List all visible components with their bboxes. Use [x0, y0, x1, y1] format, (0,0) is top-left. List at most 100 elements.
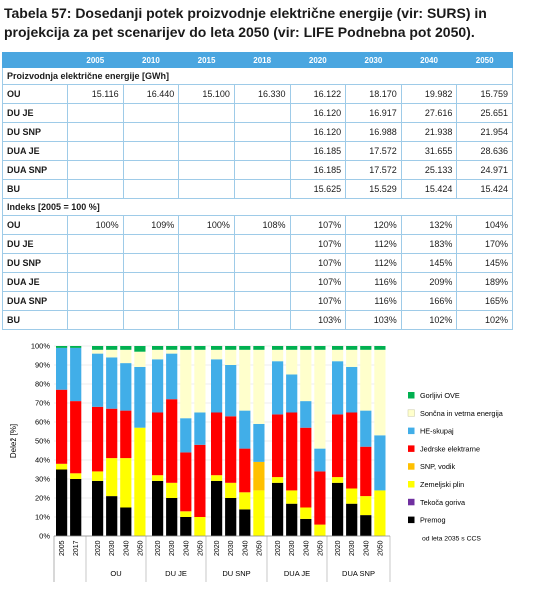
- legend-note: od leta 2035 s CCS: [422, 535, 481, 542]
- legend-swatch: [408, 498, 415, 506]
- legend-label: Tekoča goriva: [420, 498, 466, 507]
- table-cell: 112%: [345, 253, 402, 273]
- group-label: DUA JE: [284, 569, 310, 578]
- bar-segment: [194, 517, 206, 536]
- bar-segment: [314, 346, 326, 350]
- table-cell: [67, 310, 124, 330]
- bar-segment: [211, 349, 223, 360]
- bar-segment: [346, 488, 358, 504]
- bar-segment: [253, 346, 265, 350]
- legend-swatch: [408, 445, 415, 452]
- x-tick-label: 2020: [214, 540, 221, 556]
- bar-segment: [253, 423, 265, 462]
- bar-segment: [211, 346, 223, 350]
- table-cell: 183%: [400, 234, 458, 254]
- y-tick-label: 80%: [35, 380, 50, 389]
- x-tick-label: 2040: [303, 540, 310, 556]
- legend-swatch: [408, 481, 415, 488]
- bar-segment: [70, 473, 82, 479]
- table-cell: 15.424: [456, 179, 513, 199]
- table-cell: [67, 122, 124, 142]
- bar-segment: [211, 475, 223, 481]
- section-title: Proizvodnja električne energije [GWh]: [2, 67, 513, 85]
- row-label: DUA JE: [2, 141, 68, 161]
- table-cell: 15.625: [289, 179, 347, 199]
- bar-segment: [253, 461, 265, 491]
- group-label: OU: [110, 569, 121, 578]
- column-header: 2015: [178, 52, 235, 68]
- table-cell: 100%: [178, 215, 235, 235]
- bar-segment: [134, 366, 146, 428]
- bar-segment: [152, 412, 164, 476]
- table-cell: [122, 253, 180, 273]
- bar-segment: [92, 349, 104, 354]
- bar-segment: [92, 406, 104, 472]
- table-cell: 120%: [345, 215, 402, 235]
- table-cell: 17.572: [345, 160, 402, 180]
- bar-segment: [120, 349, 132, 364]
- column-header: 2030: [345, 52, 402, 68]
- bar-segment: [332, 482, 344, 536]
- table-cell: [122, 122, 180, 142]
- table-row: DU JE 107% 112% 183% 170%: [2, 234, 513, 254]
- bar-segment: [56, 346, 68, 348]
- bar-segment: [180, 346, 192, 350]
- bar-segment: [92, 471, 104, 481]
- bar-segment: [225, 346, 237, 350]
- bar-segment: [332, 361, 344, 415]
- table-cell: [178, 160, 235, 180]
- row-label: DUA JE: [2, 272, 68, 292]
- bar-segment: [225, 365, 237, 417]
- table-cell: 16.120: [289, 122, 347, 142]
- y-tick-label: 60%: [35, 418, 50, 427]
- row-label: BU: [2, 310, 68, 330]
- table-cell: [67, 291, 124, 311]
- table-cell: [178, 310, 235, 330]
- table-cell: [122, 141, 180, 161]
- bar-segment: [272, 414, 284, 478]
- x-tick-label: 2050: [317, 540, 324, 556]
- bar-segment: [134, 427, 146, 536]
- x-tick-label: 2050: [197, 540, 204, 556]
- bar-segment: [134, 351, 146, 367]
- table-cell: [122, 234, 180, 254]
- bar-segment: [166, 482, 178, 498]
- table-cell: [178, 234, 235, 254]
- group-label: DU JE: [165, 569, 187, 578]
- bar-segment: [332, 349, 344, 362]
- y-tick-label: 40%: [35, 456, 50, 465]
- table-cell: [233, 179, 291, 199]
- bar-segment: [92, 480, 104, 536]
- table-cell: [233, 234, 291, 254]
- x-tick-label: 2030: [109, 540, 116, 556]
- table-cell: 16.122: [289, 84, 347, 104]
- table-cell: 107%: [289, 253, 347, 273]
- row-label: DUA SNP: [2, 291, 68, 311]
- bar-segment: [180, 452, 192, 512]
- x-tick-label: 2030: [228, 540, 235, 556]
- table-cell: [67, 253, 124, 273]
- bar-segment: [70, 479, 82, 536]
- table-cell: [233, 103, 291, 123]
- table-cell: 16.917: [345, 103, 402, 123]
- bar-segment: [211, 480, 223, 536]
- x-tick-label: 2040: [183, 540, 190, 556]
- table-row: DU JE 16.120 16.917 27.616 25.651: [2, 103, 513, 123]
- table-cell: 108%: [233, 215, 291, 235]
- x-tick-label: 2040: [242, 540, 249, 556]
- bar-segment: [286, 503, 298, 536]
- bar-segment: [152, 480, 164, 536]
- table-cell: [122, 272, 180, 292]
- table-cell: [233, 310, 291, 330]
- legend-label: SNP, vodik: [420, 462, 456, 471]
- bar-segment: [253, 349, 265, 424]
- table-cell: [178, 141, 235, 161]
- table-cell: 16.330: [233, 84, 291, 104]
- table-cell: 112%: [345, 234, 402, 254]
- y-tick-label: 90%: [35, 361, 50, 370]
- y-tick-label: 100%: [31, 342, 51, 351]
- bar-segment: [166, 498, 178, 536]
- x-tick-label: 2050: [377, 540, 384, 556]
- bar-segment: [300, 518, 312, 536]
- bar-segment: [92, 353, 104, 407]
